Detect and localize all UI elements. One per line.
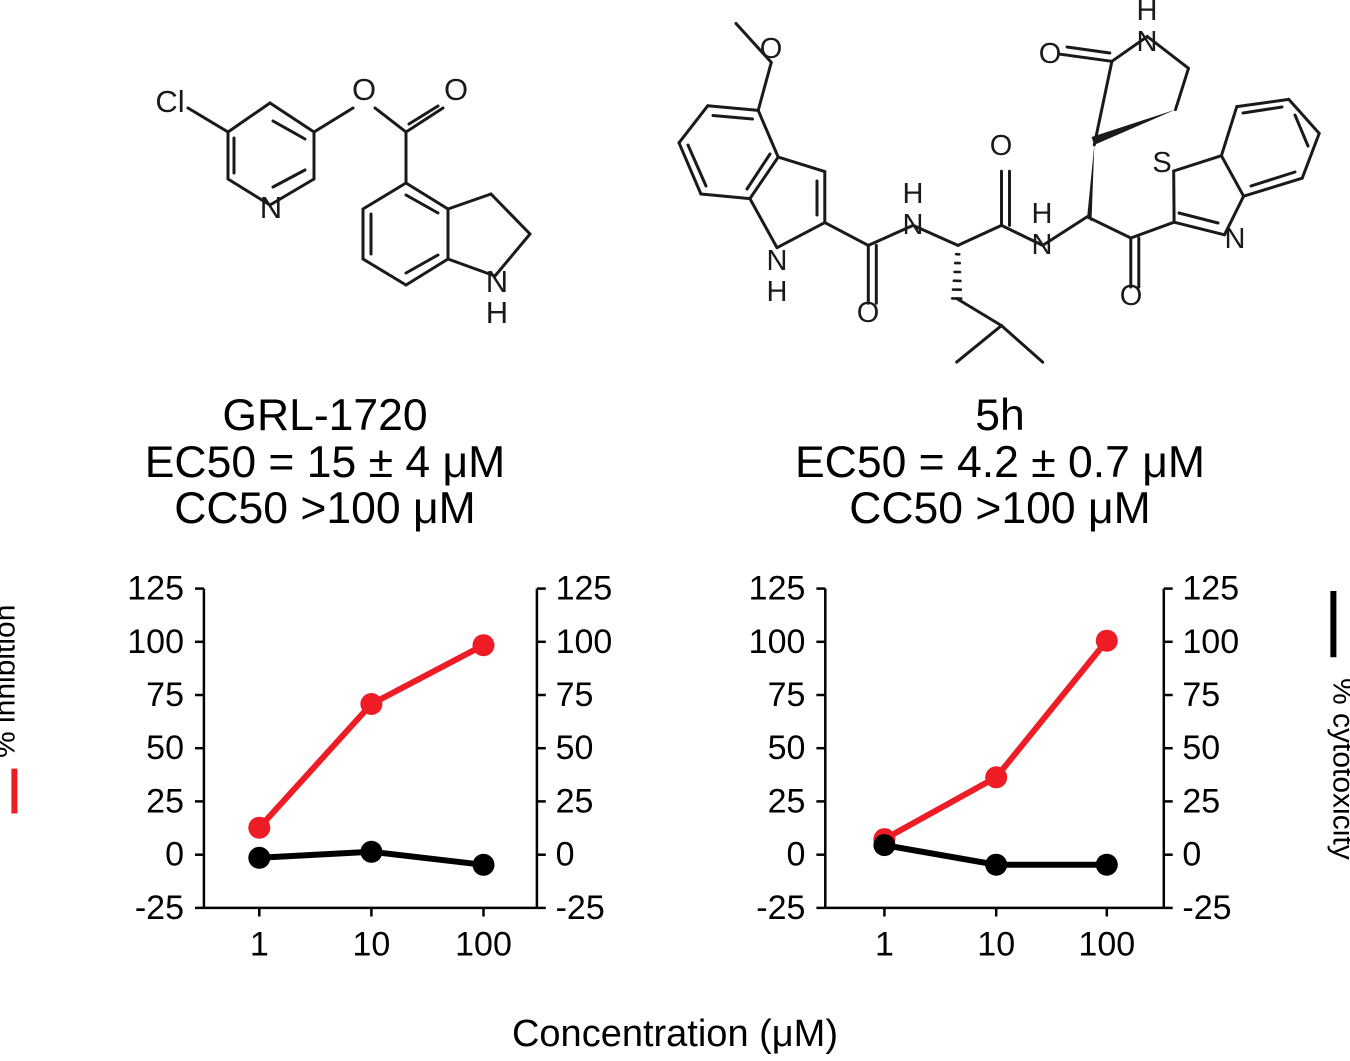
svg-text:O: O	[857, 297, 880, 329]
svg-text:10: 10	[977, 926, 1015, 964]
svg-text:-25: -25	[135, 889, 184, 927]
svg-text:O: O	[444, 72, 468, 107]
svg-text:Cl: Cl	[155, 84, 184, 119]
svg-text:O: O	[1120, 280, 1143, 312]
svg-text:N: N	[1032, 229, 1053, 261]
svg-text:125: 125	[749, 570, 806, 608]
svg-text:100: 100	[1078, 926, 1135, 964]
svg-text:25: 25	[1182, 782, 1220, 820]
svg-text:1: 1	[250, 926, 269, 964]
svg-text:H: H	[903, 178, 924, 210]
svg-text:100: 100	[749, 623, 806, 661]
svg-text:0: 0	[165, 836, 184, 874]
svg-text:25: 25	[768, 782, 806, 820]
svg-text:H: H	[1032, 198, 1053, 230]
svg-text:N: N	[486, 264, 508, 299]
svg-text:125: 125	[556, 570, 613, 608]
svg-text:50: 50	[146, 729, 184, 767]
svg-text:0: 0	[556, 836, 575, 874]
svg-text:100: 100	[455, 926, 512, 964]
svg-text:10: 10	[352, 926, 390, 964]
svg-text:-25: -25	[756, 889, 805, 927]
svg-text:100: 100	[1182, 623, 1239, 661]
svg-text:O: O	[760, 33, 783, 65]
svg-text:75: 75	[768, 676, 806, 714]
svg-text:-25: -25	[1182, 889, 1231, 927]
svg-text:N: N	[260, 190, 282, 225]
svg-text:S: S	[1152, 147, 1171, 179]
svg-text:H: H	[767, 276, 788, 308]
svg-text:% cytotoxicity: % cytotoxicity	[1326, 678, 1350, 860]
svg-text:25: 25	[556, 782, 594, 820]
svg-text:H: H	[1137, 0, 1158, 27]
svg-text:75: 75	[556, 676, 594, 714]
svg-text:25: 25	[146, 782, 184, 820]
svg-text:O: O	[1039, 38, 1062, 70]
svg-text:N: N	[1137, 26, 1158, 58]
svg-text:50: 50	[556, 729, 594, 767]
svg-text:0: 0	[1182, 836, 1201, 874]
svg-text:50: 50	[768, 729, 806, 767]
svg-text:N: N	[1225, 223, 1246, 255]
svg-text:O: O	[352, 72, 376, 107]
svg-text:N: N	[767, 245, 788, 277]
svg-text:-25: -25	[556, 889, 605, 927]
svg-text:100: 100	[127, 623, 184, 661]
svg-text:75: 75	[146, 676, 184, 714]
svg-text:125: 125	[1182, 570, 1239, 608]
svg-text:100: 100	[556, 623, 613, 661]
svg-text:1: 1	[875, 926, 894, 964]
svg-text:% inhibition: % inhibition	[0, 605, 21, 758]
svg-text:N: N	[903, 209, 924, 241]
svg-text:75: 75	[1182, 676, 1220, 714]
svg-text:H: H	[486, 295, 508, 330]
svg-text:125: 125	[127, 570, 184, 608]
svg-text:50: 50	[1182, 729, 1220, 767]
svg-text:0: 0	[786, 836, 805, 874]
svg-text:O: O	[990, 130, 1013, 162]
